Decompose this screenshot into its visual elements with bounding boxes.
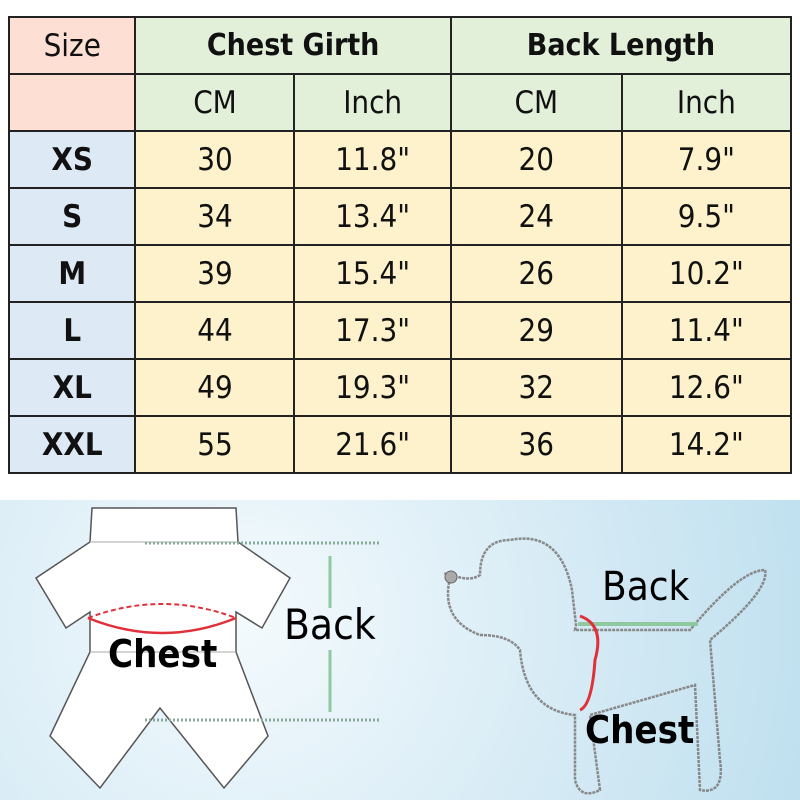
shirt-chest-label: Chest: [108, 632, 218, 676]
back-cm-cell: 32: [449, 358, 623, 417]
shirt-back-label: Back: [284, 600, 376, 649]
chest-in-cell: 15.4": [293, 244, 452, 303]
back-cm-cell: 26: [449, 244, 623, 303]
unit-header: CM: [449, 73, 623, 132]
table-row: M 39 15.4" 26 10.2": [7, 244, 793, 303]
measurement-diagram: Chest Back Back Chest: [0, 500, 800, 800]
unit-header: CM: [134, 73, 296, 132]
table-row: XS 30 11.8" 20 7.9": [7, 130, 793, 189]
unit-header: Inch: [620, 73, 793, 132]
size-cell: S: [7, 187, 137, 246]
chest-cm-cell: 30: [134, 130, 296, 189]
chest-girth-header: Chest Girth: [134, 16, 452, 75]
chest-cm-cell: 55: [134, 415, 296, 474]
back-in-cell: 10.2": [620, 244, 793, 303]
chest-in-cell: 11.8": [293, 130, 452, 189]
back-cm-cell: 36: [449, 415, 623, 474]
measurement-illustration: [34, 507, 767, 795]
table-row: L 44 17.3" 29 11.4": [7, 301, 793, 360]
unit-header: Inch: [293, 73, 452, 132]
size-header-blank: [7, 73, 137, 132]
size-cell: XS: [7, 130, 137, 189]
dog-chest-line: [579, 614, 600, 712]
chest-in-cell: 17.3": [293, 301, 452, 360]
chest-cm-cell: 39: [134, 244, 296, 303]
back-in-cell: 7.9": [620, 130, 793, 189]
back-cm-cell: 29: [449, 301, 623, 360]
back-length-header: Back Length: [449, 16, 793, 75]
chest-in-cell: 13.4": [293, 187, 452, 246]
size-cell: L: [7, 301, 137, 360]
dog-outline: [444, 537, 767, 795]
table-row: XXL 55 21.6" 36 14.2": [7, 415, 793, 474]
back-cm-cell: 24: [449, 187, 623, 246]
size-header: Size: [7, 16, 137, 75]
back-in-cell: 9.5": [620, 187, 793, 246]
table-row: S 34 13.4" 24 9.5": [7, 187, 793, 246]
size-chart-table: Size Chest Girth Back Length CM Inch CM …: [7, 16, 793, 474]
chest-arc: [87, 616, 237, 635]
chest-cm-cell: 34: [134, 187, 296, 246]
chest-cm-cell: 49: [134, 358, 296, 417]
size-cell: M: [7, 244, 137, 303]
chest-in-cell: 19.3": [293, 358, 452, 417]
back-in-cell: 14.2": [620, 415, 793, 474]
chest-dashed-arc: [87, 603, 237, 619]
back-cm-cell: 20: [449, 130, 623, 189]
back-in-cell: 11.4": [620, 301, 793, 360]
back-in-cell: 12.6": [620, 358, 793, 417]
chest-cm-cell: 44: [134, 301, 296, 360]
dog-chest-label: Chest: [585, 708, 695, 752]
chest-in-cell: 21.6": [293, 415, 452, 474]
shirt-shape: [34, 507, 291, 790]
size-cell: XL: [7, 358, 137, 417]
size-cell: XXL: [7, 415, 137, 474]
dog-back-label: Back: [602, 564, 690, 610]
table-row: XL 49 19.3" 32 12.6": [7, 358, 793, 417]
